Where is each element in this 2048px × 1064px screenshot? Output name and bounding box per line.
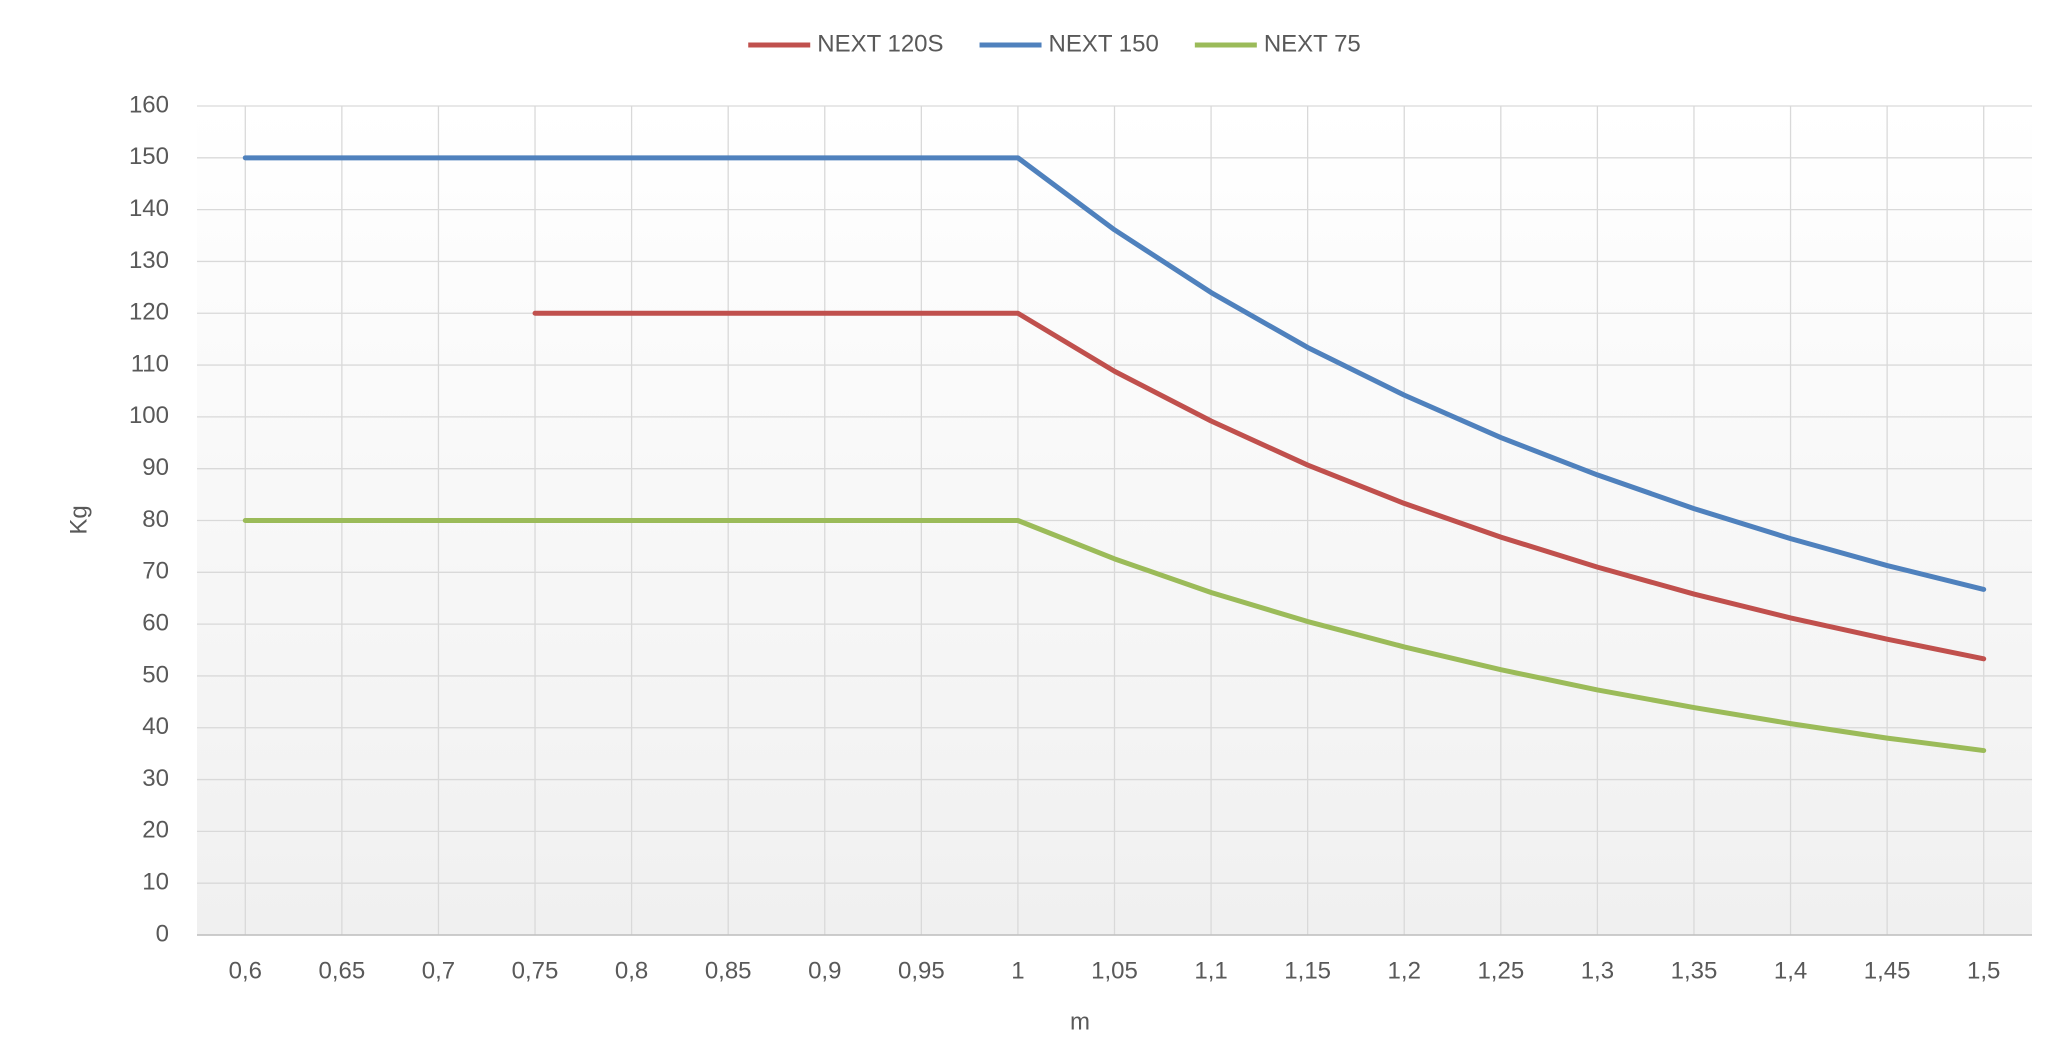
x-tick-label: 1,5 <box>1967 957 2000 984</box>
x-tick-label: 0,75 <box>512 957 559 984</box>
x-tick-label: 0,85 <box>705 957 752 984</box>
y-tick-label: 10 <box>142 869 169 896</box>
y-tick-label: 120 <box>129 299 169 326</box>
x-tick-label: 1,05 <box>1091 957 1138 984</box>
series-line <box>532 310 1987 662</box>
y-tick-label: 130 <box>129 247 169 274</box>
y-tick-label: 50 <box>142 661 169 688</box>
x-tick-label: 1,3 <box>1581 957 1614 984</box>
x-tick-label: 0,8 <box>615 957 648 984</box>
y-tick-label: 160 <box>129 91 169 118</box>
y-tick-label: 150 <box>129 143 169 170</box>
x-tick-label: 1,45 <box>1864 957 1911 984</box>
x-tick-label: 0,65 <box>319 957 366 984</box>
x-tick-label: 0,9 <box>808 957 841 984</box>
x-tick-label: 1,35 <box>1671 957 1718 984</box>
x-tick-label: 1,1 <box>1194 957 1227 984</box>
x-tick-label: 1,4 <box>1774 957 1807 984</box>
series-line <box>242 155 1987 592</box>
x-tick-label: 1,2 <box>1388 957 1421 984</box>
y-tick-label: 90 <box>142 454 169 481</box>
x-tick-label: 0,95 <box>898 957 945 984</box>
y-tick-label: 40 <box>142 713 169 740</box>
series-line <box>242 518 1987 754</box>
x-tick-label: 1,15 <box>1284 957 1331 984</box>
x-tick-label: 0,6 <box>229 957 262 984</box>
y-tick-label: 110 <box>131 350 169 377</box>
legend-label: NEXT 120S <box>817 30 943 57</box>
y-axis-title: Kg <box>65 505 92 534</box>
x-tick-label: 1,25 <box>1477 957 1524 984</box>
legend-label: NEXT 150 <box>1049 30 1159 57</box>
legend-label: NEXT 75 <box>1264 30 1361 57</box>
y-tick-label: 100 <box>129 402 169 429</box>
y-tick-label: 70 <box>142 558 169 585</box>
x-tick-label: 0,7 <box>422 957 455 984</box>
y-tick-label: 20 <box>142 817 169 844</box>
x-axis-title: m <box>1070 1008 1090 1035</box>
y-tick-label: 80 <box>142 506 169 533</box>
y-tick-label: 0 <box>156 920 169 947</box>
y-tick-label: 140 <box>129 195 169 222</box>
y-tick-label: 60 <box>142 609 169 636</box>
y-tick-label: 30 <box>142 765 169 792</box>
x-tick-label: 1 <box>1011 957 1024 984</box>
